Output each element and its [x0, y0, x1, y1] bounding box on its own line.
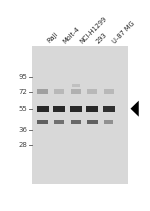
Text: 72: 72: [18, 89, 27, 95]
Text: NCI-H1299: NCI-H1299: [79, 15, 108, 44]
Bar: [72, 84, 80, 87]
Bar: [54, 89, 64, 94]
Text: U-87 MG: U-87 MG: [112, 20, 136, 44]
Text: Molt-4: Molt-4: [62, 25, 81, 44]
Bar: [70, 106, 82, 112]
Bar: [37, 120, 48, 124]
Bar: [104, 89, 114, 94]
Text: 95: 95: [18, 74, 27, 80]
Bar: [32, 46, 128, 184]
Bar: [87, 120, 98, 124]
Bar: [86, 106, 98, 112]
Bar: [87, 89, 97, 94]
Bar: [104, 120, 113, 124]
Text: 55: 55: [18, 106, 27, 112]
Text: 36: 36: [18, 127, 27, 133]
Bar: [71, 89, 81, 94]
Bar: [71, 120, 81, 124]
Bar: [53, 106, 65, 112]
Polygon shape: [130, 101, 139, 117]
Bar: [103, 106, 115, 112]
Bar: [37, 89, 48, 94]
Text: 293: 293: [95, 31, 108, 44]
Bar: [37, 106, 49, 112]
Text: 28: 28: [18, 142, 27, 147]
Text: Raji: Raji: [46, 31, 59, 44]
Bar: [54, 120, 64, 124]
